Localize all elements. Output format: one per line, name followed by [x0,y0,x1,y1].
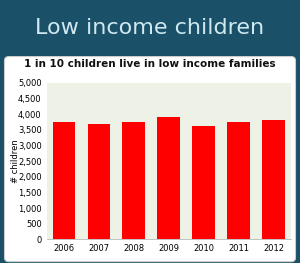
Bar [88,124,110,239]
Bar [52,122,75,239]
Bar [227,122,250,239]
FancyBboxPatch shape [4,57,296,262]
Bar [122,122,145,239]
Text: 1 in 10 children live in low income families: 1 in 10 children live in low income fami… [24,59,276,69]
Bar [262,120,285,239]
Text: Low income children: Low income children [35,18,265,38]
Bar [192,126,215,239]
Bar [158,117,180,239]
Y-axis label: # children: # children [11,139,20,183]
